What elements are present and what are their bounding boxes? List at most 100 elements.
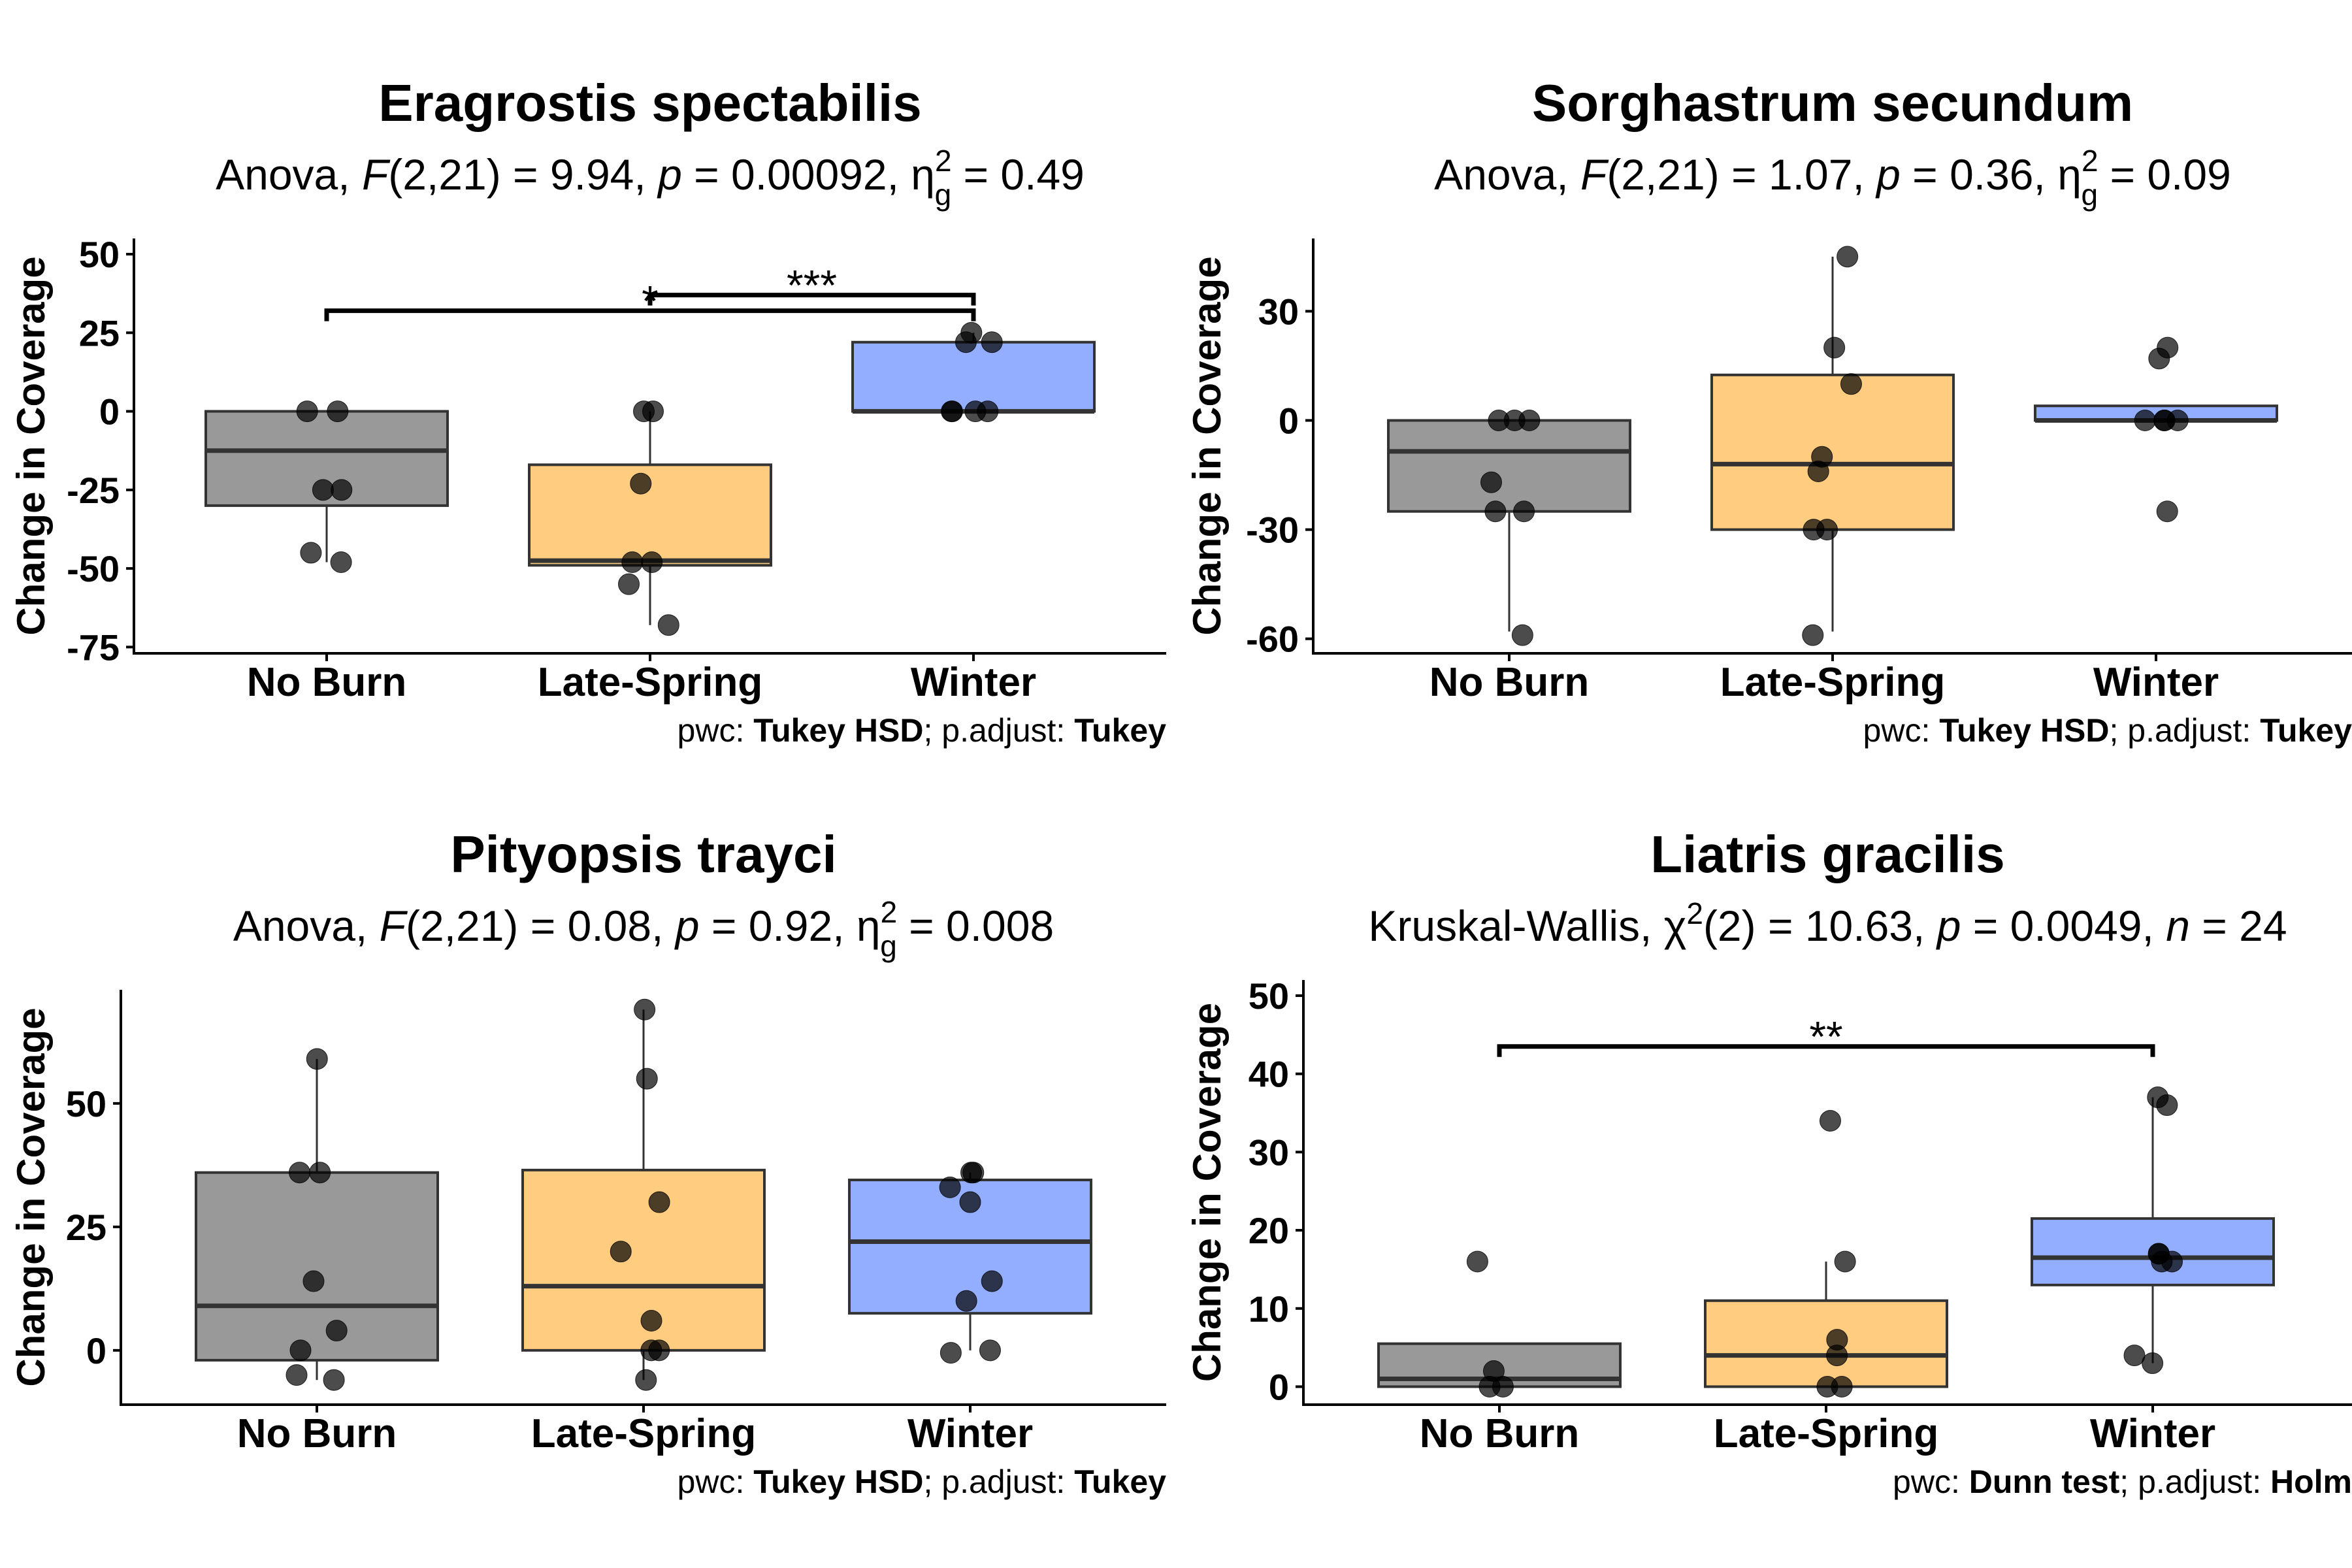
- data-point: [1837, 246, 1859, 268]
- data-point: [981, 1270, 1003, 1292]
- y-tick-label: 20: [1249, 1210, 1289, 1251]
- effect-superscript: 2: [881, 895, 898, 929]
- data-point: [979, 1339, 1001, 1362]
- data-point: [325, 1320, 348, 1342]
- chart-svg: Pityopsis trayci Anova, F(2,21) = 0.08, p…: [9, 825, 1167, 1500]
- y-tick-label: 30: [1249, 1132, 1289, 1173]
- data-point: [1802, 624, 1824, 646]
- data-point: [289, 1339, 312, 1362]
- caption-adjust-value: Tukey: [1074, 712, 1166, 749]
- significance-bracket: [1497, 1044, 2155, 1057]
- x-category-label: Late-Spring: [531, 1411, 756, 1456]
- data-point: [1807, 460, 1829, 482]
- chart-subtitle: Anova, F(2,21) = 1.07, p = 0.36, η2 g = 0…: [1434, 144, 2231, 212]
- test-name: Anova: [1434, 150, 1556, 199]
- data-point: [1816, 519, 1838, 541]
- x-category-label: Winter: [2093, 660, 2219, 705]
- effect-name: η: [911, 150, 935, 199]
- data-point: [941, 400, 963, 423]
- y-tick-label: 50: [1249, 975, 1289, 1017]
- panel-pityopsis: Pityopsis trayci Anova, F(2,21) = 0.08, p…: [0, 751, 1176, 1503]
- panel-sorghastrum: Sorghastrum secundum Anova, F(2,21) = 1.0…: [1176, 0, 2352, 751]
- panel-eragrostis: Eragrostis spectabilis Anova, F(2,21) = 9…: [0, 0, 1176, 751]
- stat-name: F: [362, 150, 391, 199]
- data-point: [2123, 1345, 2146, 1367]
- data-point: [632, 400, 655, 423]
- effect-name: η: [2057, 150, 2082, 199]
- x-category-label: Winter: [911, 660, 1036, 705]
- data-point: [2153, 410, 2176, 432]
- data-point: [610, 1241, 632, 1263]
- x-category-label: No Burn: [247, 660, 407, 705]
- data-point: [939, 1176, 961, 1198]
- effect-subscript: g: [2082, 178, 2099, 212]
- data-point: [300, 542, 322, 564]
- caption: pwc: Tukey HSD; p.adjust: Tukey: [678, 1463, 1167, 1500]
- chart-svg: Liatris gracilis Kruskal-Wallis, χ2(2) = …: [1185, 825, 2352, 1500]
- data-point: [955, 331, 977, 353]
- x-category-label: Winter: [907, 1411, 1033, 1456]
- x-category-label: No Burn: [1429, 660, 1590, 705]
- y-tick-label: 0: [99, 391, 120, 433]
- p-value: 0.36: [1950, 150, 2033, 199]
- data-point: [1513, 500, 1535, 523]
- effect-name: η: [857, 902, 881, 950]
- data-point: [962, 1162, 985, 1184]
- chart-title: Eragrostis spectabilis: [378, 74, 921, 132]
- box-winter: [851, 340, 1096, 413]
- caption-adjust-label: ; p.adjust:: [2119, 1463, 2270, 1500]
- data-point: [621, 551, 644, 573]
- data-point: [939, 1342, 962, 1364]
- stat-args: (2,21): [1607, 150, 1719, 199]
- caption-adjust-label: ; p.adjust:: [924, 712, 1075, 749]
- stat-value: 10.63: [1805, 902, 1913, 950]
- data-point: [2156, 500, 2178, 523]
- y-tick-label: -25: [67, 470, 120, 511]
- effect-value: 0.09: [2147, 150, 2230, 199]
- data-point: [288, 1162, 310, 1184]
- caption-adjust-label: ; p.adjust:: [2110, 712, 2261, 749]
- data-point: [331, 479, 353, 501]
- y-tick-label: 25: [79, 312, 120, 353]
- box-no-burn: [1387, 419, 1631, 513]
- y-tick-label: -60: [1246, 619, 1299, 660]
- caption-pwc-label: pwc:: [678, 1463, 754, 1500]
- stat-name: F: [1580, 150, 1609, 199]
- data-point: [2148, 348, 2170, 370]
- n-name: n: [2166, 902, 2190, 950]
- data-point: [286, 1364, 308, 1386]
- y-axis-label: Change in Coverage: [1185, 256, 1229, 635]
- data-point: [306, 1048, 328, 1070]
- x-category-label: Late-Spring: [1714, 1411, 1938, 1456]
- p-value: 0.92: [749, 902, 832, 950]
- stat-args: (2,21): [388, 150, 500, 199]
- data-point: [296, 400, 318, 423]
- caption-pwc-value: Tukey HSD: [1939, 712, 2109, 749]
- y-axis-label: Change in Coverage: [1185, 1003, 1229, 1382]
- caption: pwc: Dunn test; p.adjust: Holm: [1893, 1463, 2352, 1500]
- x-category-label: No Burn: [237, 1411, 397, 1456]
- caption-pwc-label: pwc:: [1863, 712, 1940, 749]
- y-tick-label: 50: [79, 234, 120, 275]
- chart-svg: Sorghastrum secundum Anova, F(2,21) = 1.0…: [1185, 74, 2352, 749]
- y-tick-label: -75: [67, 627, 120, 668]
- chart-subtitle: Anova, F(2,21) = 0.08, p = 0.92, η2 g = 0…: [233, 895, 1054, 963]
- y-tick-label: -50: [67, 548, 120, 589]
- chart-subtitle: Kruskal-Wallis, χ2(2) = 10.63, p = 0.004…: [1368, 896, 2287, 950]
- n-value: 24: [2239, 902, 2287, 950]
- caption-pwc-label: pwc:: [1893, 1463, 1969, 1500]
- y-tick-label: -30: [1246, 510, 1299, 551]
- box-no-burn: [195, 1171, 439, 1362]
- chart-title: Sorghastrum secundum: [1532, 74, 2133, 132]
- y-tick-label: 50: [66, 1083, 106, 1124]
- caption-adjust-value: Holm: [2270, 1463, 2352, 1500]
- effect-superscript: 2: [935, 144, 952, 178]
- data-point: [657, 614, 679, 636]
- data-point: [634, 998, 656, 1021]
- p-value: 0.0049: [2010, 902, 2142, 950]
- stat-value: 9.94: [550, 150, 634, 199]
- effect-subscript: g: [935, 178, 952, 212]
- chart-svg: Eragrostis spectabilis Anova, F(2,21) = 9…: [9, 74, 1166, 749]
- significance-bracket: [647, 293, 976, 306]
- data-point: [1831, 1375, 1853, 1397]
